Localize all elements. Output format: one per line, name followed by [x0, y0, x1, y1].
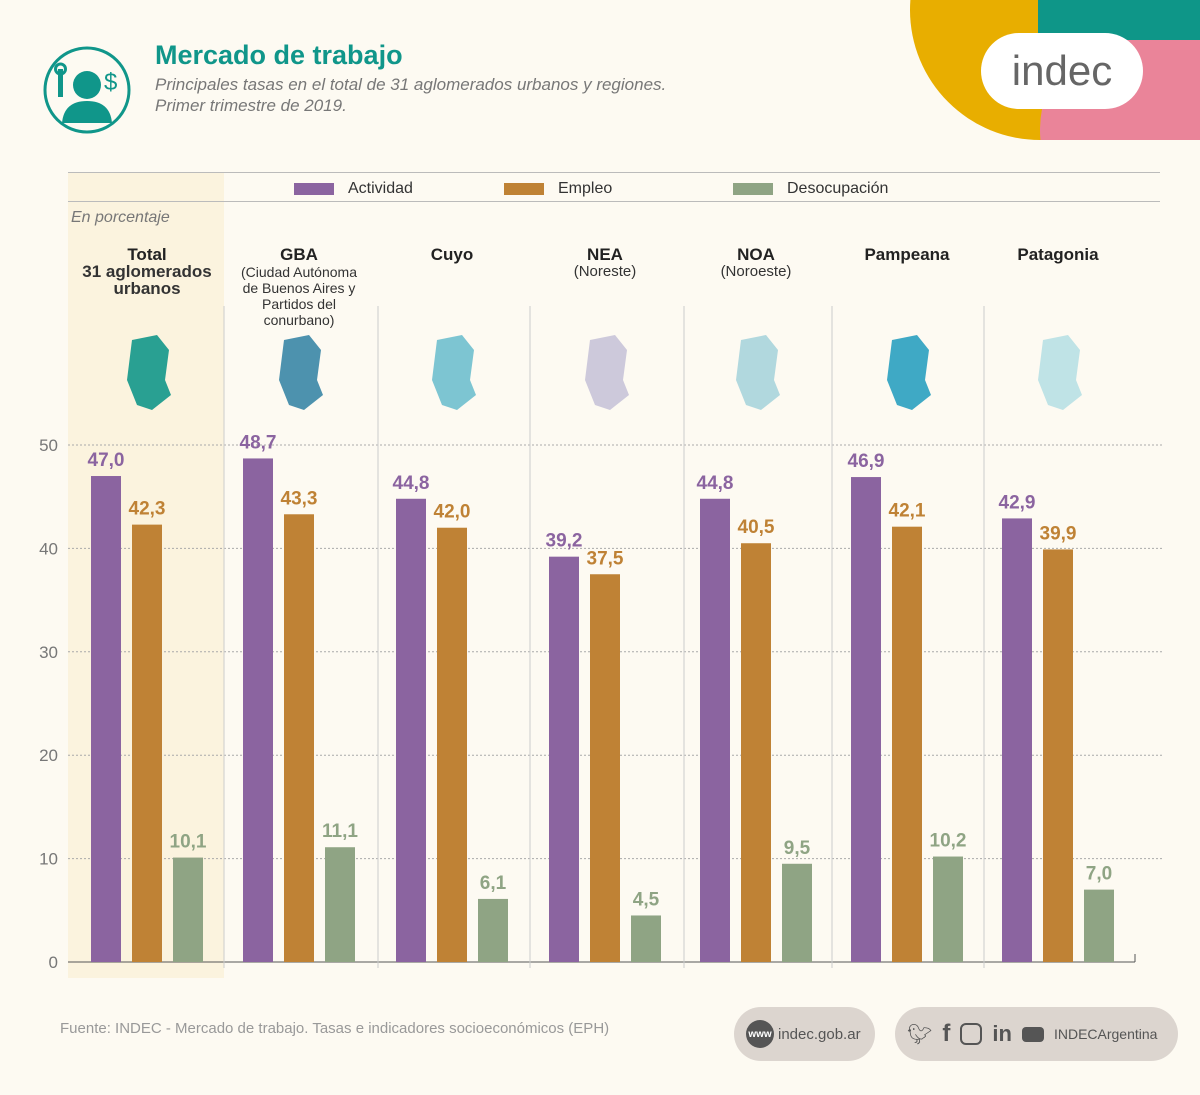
indec-logo: indec [981, 33, 1143, 109]
bar-desocupación [782, 863, 812, 962]
category-subtitle: (Noroeste) [720, 263, 792, 280]
category-title: Pampeana [864, 245, 950, 264]
website-link[interactable]: www indec.gob.ar [734, 1007, 875, 1061]
data-label: 44,8 [697, 473, 734, 494]
worker-money-icon: $ [43, 46, 131, 134]
data-label: 48,7 [240, 432, 277, 453]
instagram-icon[interactable] [960, 1023, 983, 1045]
category-label: Cuyo [372, 245, 532, 264]
bar-desocupación [933, 856, 963, 962]
social-handle: INDECArgentina [1053, 1026, 1158, 1042]
bar-empleo [437, 527, 467, 962]
page-title: Mercado de trabajo [155, 40, 403, 70]
data-label: 7,0 [1086, 864, 1112, 885]
bar-empleo [284, 514, 314, 962]
category-title: Cuyo [430, 245, 474, 264]
bar-empleo [1043, 549, 1073, 962]
region-map-icon [736, 335, 780, 410]
data-label: 37,5 [587, 548, 624, 569]
legend-bottom-rule [68, 201, 1160, 202]
bar-empleo [132, 524, 162, 962]
category-title: Patagonia [1017, 245, 1099, 264]
bar-actividad [851, 477, 881, 962]
category-label: NEA (Noreste) [525, 245, 685, 280]
region-map-icon [432, 335, 476, 410]
data-label: 43,3 [281, 488, 318, 509]
y-tick-label: 0 [49, 953, 58, 972]
data-label: 4,5 [633, 889, 660, 910]
y-tick-label: 40 [39, 539, 58, 558]
data-label: 10,2 [930, 831, 967, 852]
category-label: Total 31 aglomerados urbanos [67, 245, 227, 298]
youtube-icon[interactable] [1021, 1026, 1044, 1042]
legend-desocupacion: Desocupación [733, 180, 888, 198]
social-links[interactable]: 🐦︎ f in INDECArgentina [895, 1007, 1178, 1061]
category-subtitle: 31 aglomerados urbanos [82, 262, 212, 298]
bar-desocupación [631, 915, 661, 962]
category-title: Total [127, 245, 167, 264]
category-label: Pampeana [827, 245, 987, 264]
facebook-icon[interactable]: f [942, 1020, 951, 1047]
data-label: 44,8 [393, 473, 430, 494]
data-label: 42,3 [129, 499, 166, 520]
legend-top-rule [68, 172, 1160, 173]
data-label: 42,1 [889, 501, 926, 522]
bar-empleo [590, 574, 620, 962]
y-tick-label: 50 [39, 436, 58, 455]
category-title: NEA [587, 245, 623, 264]
bar-empleo [741, 543, 771, 962]
bar-actividad [396, 498, 426, 962]
bar-desocupación [478, 898, 508, 962]
bar-actividad [549, 556, 579, 962]
category-label: Patagonia [978, 245, 1138, 264]
subtitle-line2: Primer trimestre de 2019. [155, 96, 347, 115]
data-label: 40,5 [738, 517, 775, 538]
bar-desocupación [173, 857, 203, 962]
y-axis-label: En porcentaje [71, 209, 170, 226]
data-label: 11,1 [322, 821, 358, 842]
category-subtitle: (Noreste) [573, 263, 637, 280]
data-label: 42,0 [434, 502, 471, 523]
bar-chart: 0102030405047,042,310,148,743,311,144,84… [39, 306, 1162, 972]
category-title: NOA [737, 245, 775, 264]
y-tick-label: 20 [39, 746, 58, 765]
svg-text:$: $ [104, 69, 117, 96]
category-label: NOA (Noroeste) [676, 245, 836, 280]
bar-desocupación [1084, 889, 1114, 962]
bar-actividad [700, 498, 730, 962]
bar-actividad [243, 458, 273, 962]
bar-actividad [91, 476, 121, 962]
data-label: 47,0 [88, 450, 125, 471]
legend-actividad: Actividad [294, 180, 413, 198]
y-tick-label: 30 [39, 643, 58, 662]
website-text: indec.gob.ar [778, 1025, 861, 1043]
region-map-icon [127, 335, 171, 410]
region-map-icon [279, 335, 323, 410]
bar-actividad [1002, 518, 1032, 962]
region-map-icon [585, 335, 629, 410]
category-label: GBA (Ciudad Autónoma de Buenos Aires y Pa… [219, 245, 379, 329]
data-label: 39,2 [546, 531, 583, 552]
bar-desocupación [325, 847, 355, 962]
www-icon: www [746, 1020, 774, 1048]
y-tick-label: 10 [39, 850, 58, 869]
data-label: 46,9 [848, 451, 885, 472]
category-title: GBA [280, 245, 318, 264]
twitter-icon[interactable]: 🐦︎ [907, 1023, 933, 1046]
source-note: Fuente: INDEC - Mercado de trabajo. Tasa… [60, 1020, 610, 1037]
data-label: 42,9 [999, 492, 1036, 513]
data-label: 39,9 [1040, 523, 1077, 544]
region-map-icon [1038, 335, 1082, 410]
bar-empleo [892, 526, 922, 962]
category-subtitle: (Ciudad Autónoma de Buenos Aires y Parti… [241, 264, 357, 328]
data-label: 6,1 [480, 873, 507, 894]
data-label: 10,1 [170, 832, 207, 853]
data-label: 9,5 [784, 838, 811, 859]
legend-empleo: Empleo [504, 180, 612, 198]
linkedin-icon[interactable]: in [992, 1021, 1012, 1046]
subtitle-line1: Principales tasas en el total de 31 aglo… [155, 75, 667, 94]
region-map-icon [887, 335, 931, 410]
